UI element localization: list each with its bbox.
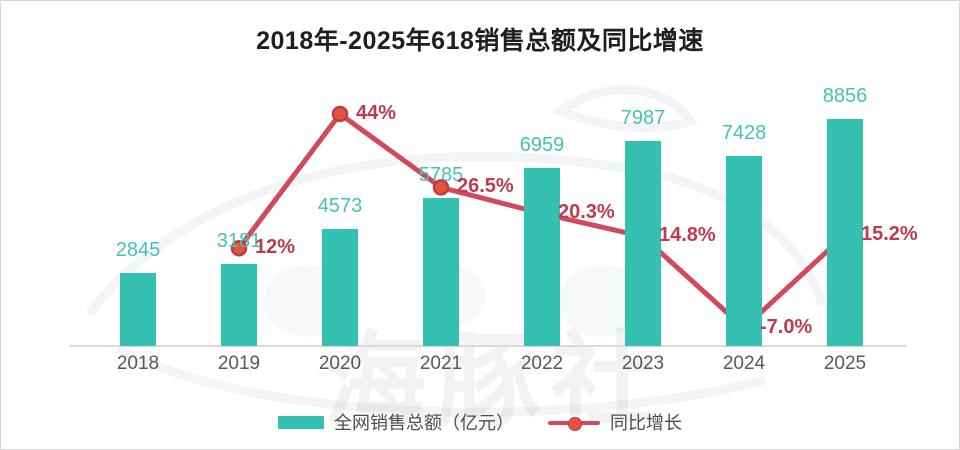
x-axis-label-2024: 2024 bbox=[722, 353, 766, 374]
bar-2025 bbox=[827, 119, 863, 346]
growth-label-2024: -7.0% bbox=[760, 315, 813, 338]
legend-bar-swatch-icon bbox=[278, 415, 324, 429]
x-axis-label-2023: 2023 bbox=[621, 353, 665, 374]
bar-value-label-2021: 5785 bbox=[418, 163, 464, 186]
growth-label-2023: 14.8% bbox=[659, 224, 716, 247]
bar-2021 bbox=[423, 197, 459, 346]
growth-label-2021: 26.5% bbox=[457, 175, 514, 198]
x-axis-label-2025: 2025 bbox=[823, 353, 867, 374]
x-axis-line bbox=[69, 345, 907, 347]
bar-value-label-2019: 3181 bbox=[216, 230, 262, 253]
bar-2020 bbox=[322, 228, 358, 346]
x-axis-label-2020: 2020 bbox=[318, 353, 362, 374]
growth-marker-2021 bbox=[432, 179, 450, 196]
bar-2023 bbox=[625, 141, 661, 346]
x-axis-label-2019: 2019 bbox=[217, 353, 261, 374]
bar-value-label-2022: 6959 bbox=[519, 133, 565, 156]
growth-label-2025: 15.2% bbox=[861, 222, 918, 245]
legend: 全网销售总额（亿元） 同比增长 bbox=[1, 409, 959, 435]
bar-value-label-2025: 8856 bbox=[822, 85, 868, 107]
bar-value-label-2020: 4573 bbox=[317, 194, 363, 217]
bar-2018 bbox=[120, 273, 156, 346]
growth-marker-2019 bbox=[230, 239, 248, 257]
x-axis-label-2021: 2021 bbox=[419, 353, 463, 374]
growth-label-2019: 12% bbox=[255, 236, 296, 259]
growth-label-2020: 44% bbox=[356, 101, 397, 124]
chart-title: 2018年-2025年618销售总额及同比增速 bbox=[256, 27, 704, 55]
bar-2019 bbox=[221, 264, 257, 346]
bar-2024 bbox=[726, 155, 762, 346]
x-axis-label-2022: 2022 bbox=[520, 353, 564, 374]
growth-marker-2020 bbox=[331, 105, 349, 123]
legend-bar-label: 全网销售总额（亿元） bbox=[334, 413, 514, 433]
legend-line-swatch-icon bbox=[548, 416, 600, 431]
bar-value-label-2018: 2845 bbox=[115, 239, 161, 262]
bar-value-label-2023: 7987 bbox=[620, 107, 666, 130]
growth-label-2022: 20.3% bbox=[558, 201, 615, 224]
legend-line-label: 同比增长 bbox=[610, 413, 682, 433]
bar-value-label-2024: 7428 bbox=[721, 121, 767, 144]
bar-2022 bbox=[524, 167, 560, 346]
x-axis-label-2018: 2018 bbox=[116, 353, 160, 374]
